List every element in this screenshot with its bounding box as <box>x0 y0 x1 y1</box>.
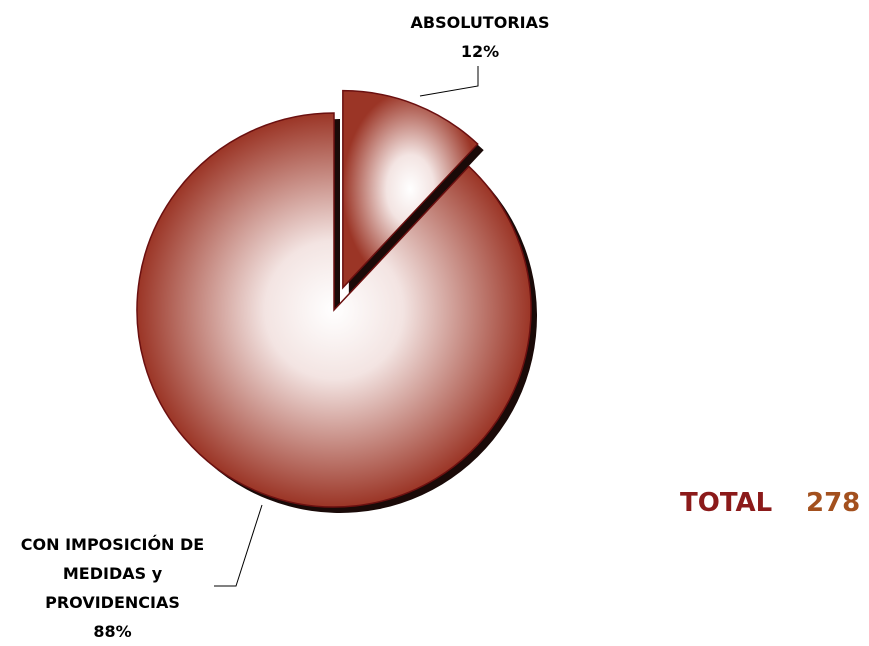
slice-label: CON IMPOSICIÓN DE MEDIDAS y PROVIDENCIAS… <box>0 530 225 646</box>
category-label: ABSOLUTORIAS <box>410 13 550 32</box>
pie-slice <box>342 89 479 290</box>
total-label: TOTAL <box>680 488 773 518</box>
slice-label: ABSOLUTORIAS 12% <box>395 8 565 66</box>
leader-line <box>214 504 263 587</box>
leader-line <box>419 66 479 97</box>
pie-slice <box>136 112 532 508</box>
total-value: 278 <box>806 488 861 518</box>
value-label: 88% <box>93 622 132 641</box>
category-label: CON IMPOSICIÓN DE MEDIDAS y PROVIDENCIAS <box>20 535 205 612</box>
value-label: 12% <box>460 42 500 61</box>
